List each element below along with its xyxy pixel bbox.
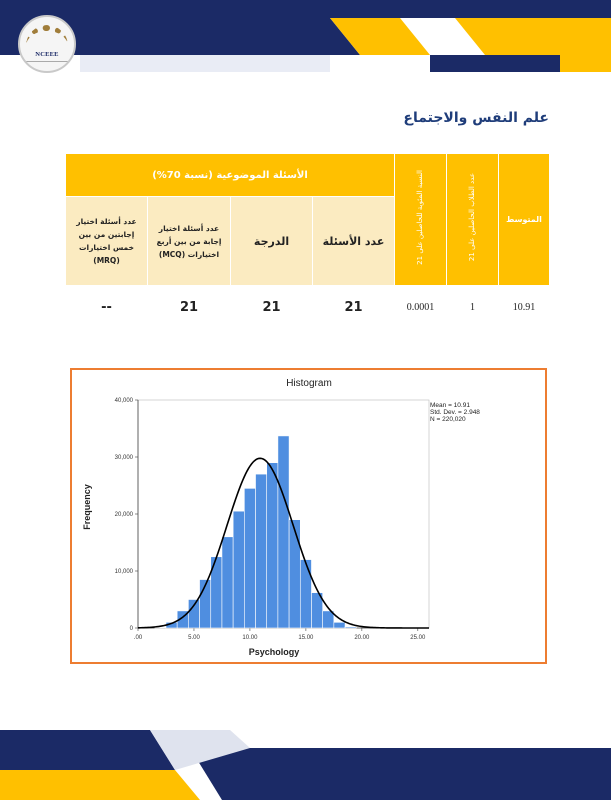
histogram-bar [311, 592, 323, 629]
header-students: عدد الطلاب الحاصلين على 21 [468, 173, 476, 262]
header-score: الدرجة [230, 196, 313, 286]
histogram-bar [322, 610, 335, 629]
y-tick-label: 20,000 [115, 512, 134, 518]
value-average: 10.91 [498, 285, 550, 329]
logo-divider [26, 61, 68, 66]
chart-xlabel: Psychology [249, 647, 300, 657]
histogram-bar [244, 488, 256, 629]
footer-banner [0, 730, 611, 800]
header-mrq: عدد أسئلة اختيار إجابتين من بين خمس اختي… [65, 196, 148, 286]
histogram-bar [344, 626, 357, 629]
y-tick-label: 10,000 [115, 569, 134, 575]
x-tick-label: 25.00 [410, 635, 426, 641]
histogram-bar [266, 462, 279, 629]
chart-title: Histogram [286, 378, 332, 389]
value-percent: 0.0001 [394, 285, 447, 329]
header-percent-cell: النسبة المئوية للحاصلين على 21 [394, 153, 447, 286]
results-table: المتوسط عدد الطلاب الحاصلين على 21 النسب… [65, 153, 550, 329]
value-mrq: -- [65, 285, 148, 329]
header-banner [0, 0, 611, 72]
header-objective-questions: الأسئلة الموضوعية (نسبة 70%) [65, 153, 395, 197]
chart-ylabel: Frequency [82, 484, 92, 530]
stat-n: N = 220,020 [430, 416, 466, 423]
histogram-bar [188, 599, 200, 629]
value-students: 1 [446, 285, 499, 329]
x-tick-label: 10.00 [242, 635, 258, 641]
y-tick-label: 40,000 [115, 398, 134, 404]
value-question-count: 21 [312, 285, 395, 329]
x-tick-label: 15.00 [298, 635, 314, 641]
header-mcq: عدد أسئلة اختيار إجابة من بين أربع اختيا… [147, 196, 231, 286]
histogram-bar [299, 559, 312, 629]
logo-text: NCEEE [35, 51, 59, 58]
histogram-bar [232, 510, 245, 629]
value-score: 21 [230, 285, 313, 329]
x-tick-label: .00 [134, 635, 143, 641]
x-tick-label: 20.00 [354, 635, 370, 641]
table-row: 10.91 1 0.0001 21 21 21 -- [65, 285, 550, 329]
y-tick-label: 30,000 [115, 455, 134, 461]
histogram-bar [221, 536, 234, 629]
section-title: علم النفس والاجتماع [403, 110, 549, 126]
logo-arc-icon [26, 25, 68, 46]
histogram-bar [288, 519, 301, 629]
value-mcq: 21 [147, 285, 231, 329]
x-tick-label: 5.00 [188, 635, 200, 641]
header-question-count: عدد الأسئلة [312, 196, 395, 286]
header-average: المتوسط [498, 153, 550, 286]
histogram-svg: Histogram Frequency Psychology Mean = 10… [82, 378, 480, 657]
histogram-bar [255, 473, 268, 629]
logo: NCEEE [18, 15, 76, 73]
histogram-chart: Histogram Frequency Psychology Mean = 10… [70, 368, 547, 664]
normal-curve [137, 457, 429, 629]
stat-sd: Std. Dev. = 2.948 [430, 409, 480, 416]
header-students-cell: عدد الطلاب الحاصلين على 21 [446, 153, 499, 286]
stat-mean: Mean = 10.91 [430, 402, 470, 409]
histogram-bar [277, 435, 290, 629]
histogram-bar [333, 622, 346, 629]
header-percent: النسبة المئوية للحاصلين على 21 [416, 170, 424, 265]
y-tick-label: 0 [130, 626, 134, 632]
